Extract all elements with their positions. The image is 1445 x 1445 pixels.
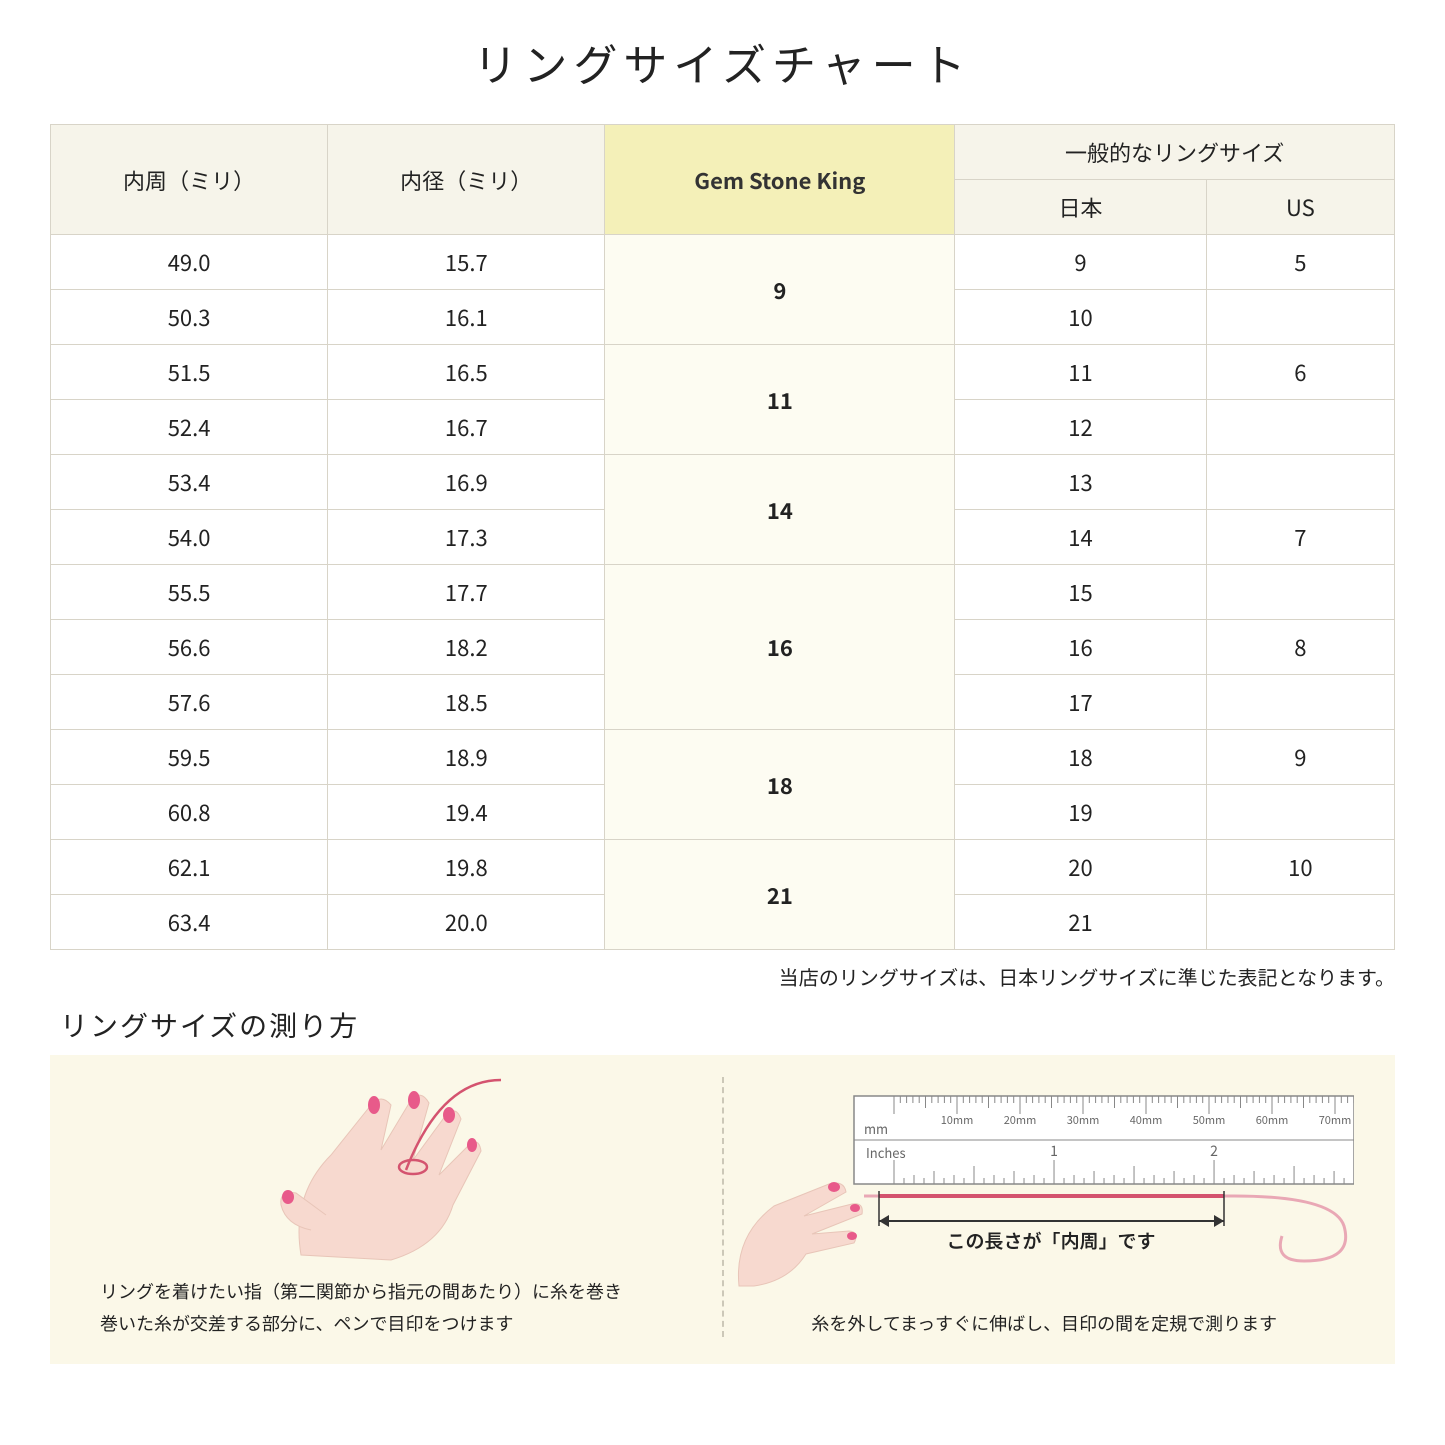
brand-size-cell: 21 [605,840,955,950]
table-cell: 55.5 [51,565,328,620]
table-cell: 13 [955,455,1206,510]
brand-size-cell: 14 [605,455,955,565]
table-cell [1206,290,1394,345]
table-cell: 9 [1206,730,1394,785]
measurement-label: この長さが「内周」です [947,1227,1156,1254]
table-cell: 16.5 [328,345,605,400]
howto-right-caption: 糸を外してまっすぐに伸ばし、目印の間を定規で測ります [724,1307,1366,1339]
col-general: 一般的なリングサイズ [955,125,1395,180]
table-row: 55.517.71615 [51,565,1395,620]
table-cell [1206,400,1394,455]
brand-size-cell: 16 [605,565,955,730]
brand-size-cell: 18 [605,730,955,840]
table-cell [1206,675,1394,730]
table-cell: 5 [1206,235,1394,290]
table-cell: 11 [955,345,1206,400]
howto-title: リングサイズの測り方 [50,1005,1395,1045]
svg-text:20mm: 20mm [1004,1112,1037,1128]
table-cell: 18.9 [328,730,605,785]
table-cell: 15 [955,565,1206,620]
col-japan: 日本 [955,180,1206,235]
table-cell: 10 [955,290,1206,345]
howto-right: mm 10mm 20mm 30mm 40mm 50mm 60mm 70mm Inches 1… [724,1075,1366,1340]
table-cell: 50.3 [51,290,328,345]
table-cell: 20.0 [328,895,605,950]
svg-text:10mm: 10mm [941,1112,974,1128]
table-row: 59.518.918189 [51,730,1395,785]
table-cell: 20 [955,840,1206,895]
table-cell [1206,565,1394,620]
svg-text:1: 1 [1050,1141,1058,1161]
note-text: 当店のリングサイズは、日本リングサイズに準じた表記となります。 [50,962,1395,991]
table-cell: 14 [955,510,1206,565]
table-cell: 62.1 [51,840,328,895]
size-chart-table: 内周（ミリ） 内径（ミリ） Gem Stone King 一般的なリングサイズ … [50,124,1395,950]
howto-panel: リングを着けたい指（第二関節から指元の間あたり）に糸を巻き巻いた糸が交差する部分… [50,1055,1395,1364]
table-cell: 60.8 [51,785,328,840]
table-cell: 63.4 [51,895,328,950]
table-cell: 16.7 [328,400,605,455]
table-cell: 18.2 [328,620,605,675]
table-cell: 18.5 [328,675,605,730]
brand-size-cell: 9 [605,235,955,345]
table-cell: 59.5 [51,730,328,785]
table-row: 51.516.511116 [51,345,1395,400]
table-cell: 52.4 [51,400,328,455]
table-cell: 53.4 [51,455,328,510]
table-row: 49.015.7995 [51,235,1395,290]
svg-text:70mm: 70mm [1319,1112,1352,1128]
table-cell: 8 [1206,620,1394,675]
svg-text:60mm: 60mm [1256,1112,1289,1128]
howto-left: リングを着けたい指（第二関節から指元の間あたり）に糸を巻き巻いた糸が交差する部分… [80,1075,722,1340]
svg-text:2: 2 [1210,1141,1218,1161]
table-cell: 19.4 [328,785,605,840]
table-cell: 16 [955,620,1206,675]
svg-text:40mm: 40mm [1130,1112,1163,1128]
table-cell: 57.6 [51,675,328,730]
table-cell: 54.0 [51,510,328,565]
ruler-illustration: mm 10mm 20mm 30mm 40mm 50mm 60mm 70mm Inches 1… [724,1075,1366,1307]
table-cell: 19.8 [328,840,605,895]
table-cell: 6 [1206,345,1394,400]
svg-text:50mm: 50mm [1193,1112,1226,1128]
table-cell: 18 [955,730,1206,785]
table-cell: 12 [955,400,1206,455]
col-brand: Gem Stone King [605,125,955,235]
table-cell: 51.5 [51,345,328,400]
table-cell: 7 [1206,510,1394,565]
table-cell [1206,895,1394,950]
table-cell: 16.9 [328,455,605,510]
table-cell: 19 [955,785,1206,840]
table-cell: 49.0 [51,235,328,290]
table-cell: 15.7 [328,235,605,290]
brand-size-cell: 11 [605,345,955,455]
howto-left-caption: リングを着けたい指（第二関節から指元の間あたり）に糸を巻き巻いた糸が交差する部分… [80,1275,722,1340]
svg-text:30mm: 30mm [1067,1112,1100,1128]
table-cell: 17 [955,675,1206,730]
table-cell: 10 [1206,840,1394,895]
table-cell: 17.3 [328,510,605,565]
col-circumference: 内周（ミリ） [51,125,328,235]
table-row: 53.416.91413 [51,455,1395,510]
col-us: US [1206,180,1394,235]
table-cell: 17.7 [328,565,605,620]
table-cell [1206,785,1394,840]
col-diameter: 内径（ミリ） [328,125,605,235]
page-title: リングサイズチャート [50,30,1395,94]
hand-wrap-illustration [80,1075,722,1275]
table-cell [1206,455,1394,510]
table-cell: 9 [955,235,1206,290]
ruler-mm-label: mm [864,1119,888,1138]
table-cell: 16.1 [328,290,605,345]
table-cell: 21 [955,895,1206,950]
table-cell: 56.6 [51,620,328,675]
table-row: 62.119.8212010 [51,840,1395,895]
ruler-inches-label: Inches [866,1143,906,1162]
